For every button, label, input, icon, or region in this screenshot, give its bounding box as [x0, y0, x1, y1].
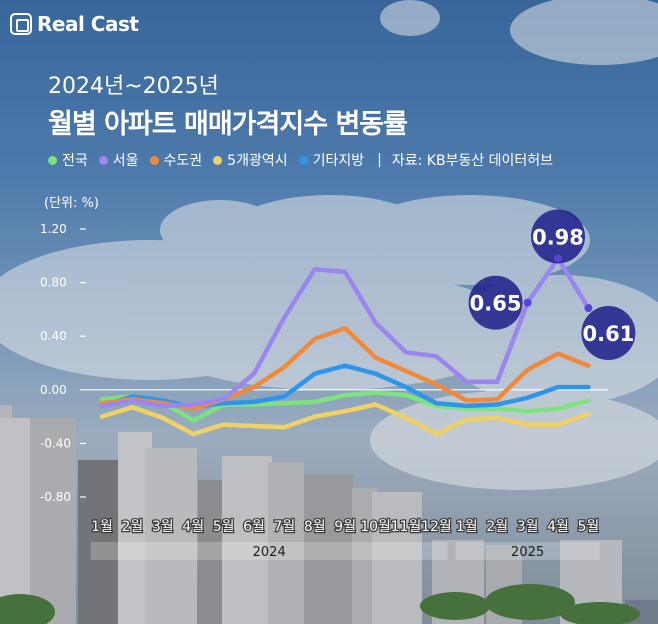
x-tick-label: 1월 — [456, 519, 478, 535]
y-tick-label: 0.80 — [40, 276, 67, 290]
callout-bubble — [468, 275, 523, 330]
x-tick-label: 7월 — [274, 519, 296, 535]
source-note: 자료: KB부동산 데이터허브 — [391, 153, 554, 169]
series-line-1 — [99, 390, 591, 423]
legend-item-five-metro-cities: 5개광역시 — [213, 150, 288, 170]
clouds — [0, 0, 658, 490]
legend-dot — [298, 155, 308, 165]
apartment-buildings — [0, 405, 658, 624]
title-period: 2024년~2025년 — [48, 74, 219, 99]
callout-point — [523, 298, 532, 307]
chart-title: 월별 아파트 매매가격지수 변동률 — [48, 109, 408, 140]
year-group-label: 2025 — [511, 545, 544, 560]
x-tick-label: 9월 — [334, 519, 356, 535]
brand-logo: Real Cast — [10, 12, 139, 36]
legend-item-seoul: 서울 — [98, 150, 139, 170]
year-group-bar — [90, 542, 448, 560]
legend: 전국 서울 수도권 5개광역시 기타지방 | 자료: KB부동산 데이터허브 — [48, 150, 553, 170]
legend-dot — [98, 155, 108, 165]
series-line-5 — [99, 363, 591, 410]
legend-label: 5개광역시 — [227, 153, 288, 169]
brand-logo-icon — [10, 13, 32, 35]
x-tick-label: 2월 — [122, 519, 144, 535]
legend-item-other-regions: 기타지방 — [298, 150, 365, 170]
legend-separator: | — [377, 152, 382, 168]
x-tick-label: 1월 — [91, 519, 113, 535]
x-tick-label: 10월 — [360, 519, 391, 535]
callout-bubble — [531, 209, 585, 264]
callout-label: 0.65 — [470, 292, 522, 316]
x-tick-label: 4월 — [547, 519, 569, 535]
x-tick-label: 3월 — [517, 519, 539, 535]
legend-dot — [48, 155, 57, 165]
callout-label: 0.61 — [582, 322, 634, 346]
brand-name: Real Cast — [37, 12, 139, 36]
y-tick-label: 1.20 — [40, 222, 67, 236]
legend-label: 전국 — [62, 153, 88, 169]
series-line-2 — [99, 256, 591, 409]
x-tick-label: 3월 — [152, 519, 174, 535]
y-tick-label: 0.00 — [40, 383, 67, 397]
legend-item-capital-area: 수도권 — [149, 150, 203, 170]
legend-label: 수도권 — [163, 153, 203, 169]
legend-dot — [149, 155, 159, 165]
y-tick-label: -0.80 — [40, 490, 71, 504]
legend-label: 기타지방 — [312, 153, 365, 169]
x-tick-label: 11월 — [391, 519, 422, 535]
callout-bubble — [581, 306, 636, 361]
x-tick-label: 8월 — [304, 519, 326, 535]
y-tick-label: -0.40 — [40, 436, 71, 450]
series-line-4 — [99, 402, 591, 437]
x-tick-label: 5월 — [213, 519, 235, 535]
trees — [0, 584, 640, 624]
x-tick-label: 6월 — [243, 519, 265, 535]
unit-label: (단위: %) — [44, 196, 99, 211]
callout-label: 0.98 — [532, 225, 584, 249]
x-tick-label: 2월 — [486, 519, 508, 535]
callout-point — [584, 304, 593, 313]
legend-item-national: 전국 — [48, 150, 88, 170]
x-tick-label: 12월 — [421, 519, 452, 535]
callout-point — [554, 254, 562, 263]
year-group-bar — [455, 542, 600, 560]
legend-dot — [213, 155, 223, 165]
y-tick-label: 0.40 — [40, 329, 67, 343]
x-tick-label: 5월 — [578, 519, 600, 535]
x-tick-label: 4월 — [182, 519, 204, 535]
year-group-label: 2024 — [253, 545, 286, 560]
legend-label: 서울 — [112, 153, 139, 169]
